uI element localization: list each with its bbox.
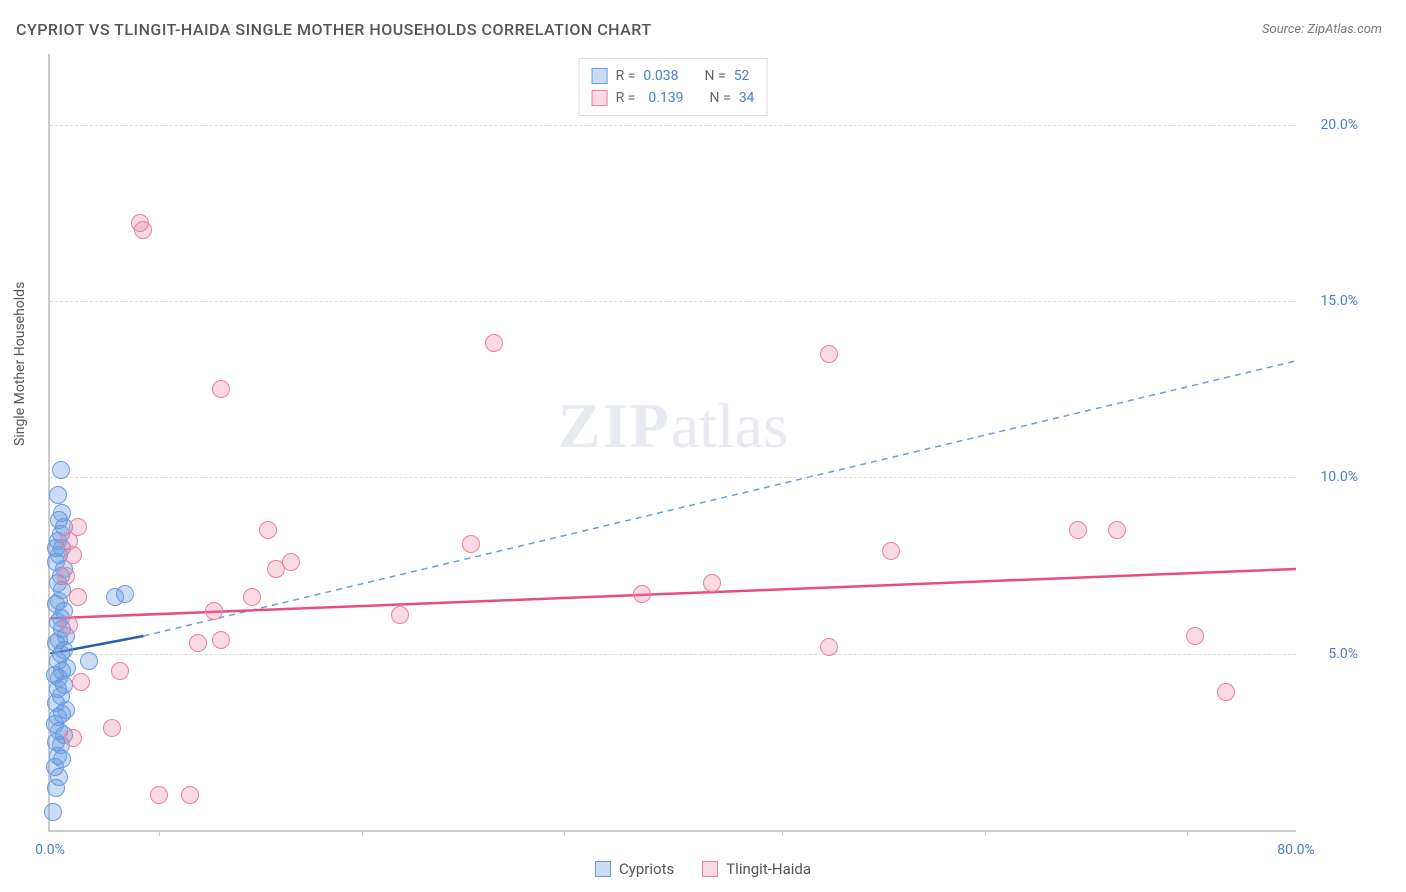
n-value-1: 52 [734,65,750,87]
data-point [212,631,230,649]
data-point [462,535,480,553]
chart-title: CYPRIOT VS TLINGIT-HAIDA SINGLE MOTHER H… [16,20,652,39]
data-point [49,486,67,504]
legend-swatch-1 [595,861,611,877]
stats-row-2: R = 0.139 N = 34 [592,87,755,109]
data-point [1217,683,1235,701]
xtick-label: 0.0% [35,842,65,858]
bottom-legend: Cypriots Tlingit-Haida [595,860,811,878]
gridline-h [50,301,1296,302]
data-point [820,638,838,656]
data-point [1186,627,1204,645]
n-label-1: N = [705,65,726,87]
data-point [703,574,721,592]
data-point [259,521,277,539]
swatch-series-1 [592,68,608,84]
data-point [391,606,409,624]
legend-item-1: Cypriots [595,860,674,878]
data-point [103,719,121,737]
stats-legend: R = 0.038 N = 52 R = 0.139 N = 34 [579,58,768,116]
legend-label-2: Tlingit-Haida [726,860,811,878]
watermark-atlas: atlas [671,390,788,461]
data-point [882,542,900,560]
ytick-label: 5.0% [1304,646,1358,662]
ytick-label: 15.0% [1304,293,1358,309]
r-value-1: 0.038 [643,65,678,87]
data-point [52,461,70,479]
stats-row-1: R = 0.038 N = 52 [592,65,755,87]
data-point [485,334,503,352]
data-point [44,803,62,821]
source-label: Source: ZipAtlas.com [1262,22,1382,37]
data-point [80,652,98,670]
gridline-h [50,477,1296,478]
gridline-h [50,654,1296,655]
data-point [69,588,87,606]
data-point [1069,521,1087,539]
data-point [150,786,168,804]
data-point [69,518,87,536]
data-point [243,588,261,606]
gridline-h [50,125,1296,126]
data-point [1108,521,1126,539]
data-point [64,729,82,747]
data-point [111,662,129,680]
data-point [282,553,300,571]
data-point [72,673,90,691]
y-axis-title: Single Mother Households [12,282,28,446]
data-point [212,380,230,398]
r-label-1: R = [616,65,636,87]
watermark: ZIPatlas [558,389,788,463]
n-value-2: 34 [739,87,755,109]
watermark-zip: ZIP [558,390,671,461]
n-label-2: N = [710,87,731,109]
legend-swatch-2 [702,861,718,877]
legend-label-1: Cypriots [619,860,674,878]
xtick-mark [362,830,363,836]
data-point [57,567,75,585]
data-point [189,634,207,652]
legend-item-2: Tlingit-Haida [702,860,811,878]
xtick-mark [159,830,160,836]
data-point [820,345,838,363]
ytick-label: 10.0% [1304,469,1358,485]
data-point [205,602,223,620]
data-point [116,585,134,603]
r-value-2: 0.139 [643,87,683,109]
plot-area: ZIPatlas R = 0.038 N = 52 R = 0.139 N = … [48,54,1296,832]
chart-container: CYPRIOT VS TLINGIT-HAIDA SINGLE MOTHER H… [0,0,1406,892]
xtick-mark [782,830,783,836]
data-point [633,585,651,603]
xtick-mark [1187,830,1188,836]
data-point [60,616,78,634]
xtick-label: 80.0% [1277,842,1315,858]
data-point [53,504,71,522]
r-label-2: R = [616,87,636,109]
swatch-series-2 [592,90,608,106]
xtick-mark [564,830,565,836]
data-point [181,786,199,804]
xtick-mark [985,830,986,836]
ytick-label: 20.0% [1304,117,1358,133]
data-point [134,221,152,239]
